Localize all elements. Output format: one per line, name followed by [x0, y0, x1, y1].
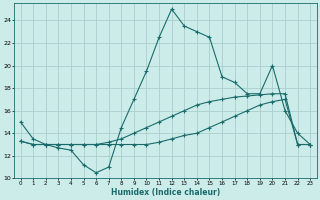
X-axis label: Humidex (Indice chaleur): Humidex (Indice chaleur)	[111, 188, 220, 197]
